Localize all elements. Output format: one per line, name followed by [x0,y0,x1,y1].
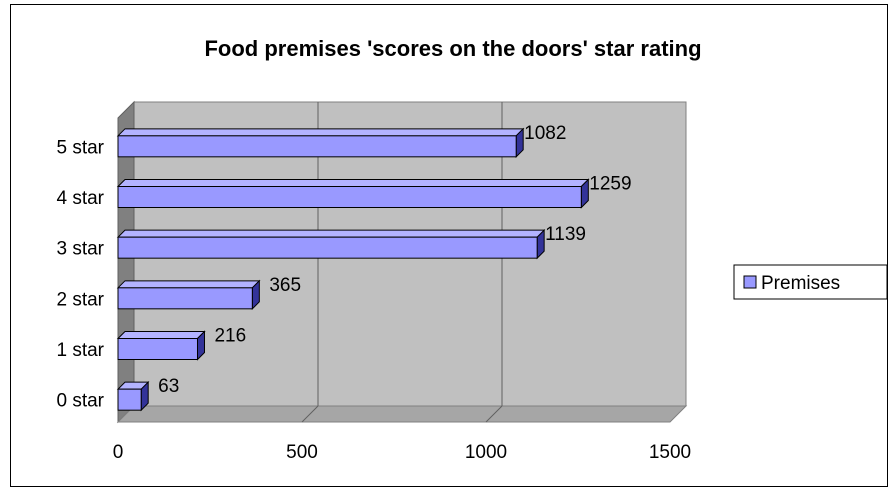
data-label: 1139 [545,224,586,245]
bars [116,127,590,412]
y-tick-label: 2 star [56,289,104,310]
bar [116,228,546,260]
bar [116,380,150,412]
gridline-floor [485,405,503,423]
x-tick-label: 1500 [649,442,691,463]
data-labels: 63 216 365 1139 1259 1082 [158,123,631,397]
legend: Premises [733,264,888,300]
legend-box [733,264,888,300]
bar-front-face [117,287,253,310]
y-axis-labels: 0 star 1 star 2 star 3 star 4 star 5 star [56,137,104,411]
bar-front-face [117,338,198,360]
bar [116,178,590,209]
y-tick-label: 1 star [56,340,104,361]
data-label: 216 [214,326,246,347]
gridline-floor [301,405,319,423]
y-tick-label: 0 star [56,391,104,412]
x-tick-label: 0 [113,442,124,463]
chart-title: Food premises 'scores on the doors' star… [204,36,701,61]
x-axis-labels: 0 500 1000 1500 [113,442,691,463]
data-label: 63 [158,376,179,397]
bar [116,127,525,159]
bar-front-face [117,388,142,411]
data-label: 365 [269,275,301,296]
bar-top-face [116,179,590,187]
bar-top-face [116,331,206,339]
bar-top-face [116,128,525,137]
x-tick-label: 500 [286,442,318,463]
y-tick-label: 5 star [56,137,104,158]
bar-front-face [117,236,538,259]
y-tick-label: 4 star [56,188,104,209]
bar-top-face [116,229,546,238]
plot-floor [116,405,688,423]
bar-front-face [117,135,517,158]
bar [116,330,206,361]
bar-top-face [116,280,261,289]
bar [116,279,261,311]
legend-swatch [743,275,757,289]
bar-front-face [117,186,582,208]
data-label: 1259 [589,174,631,195]
data-label: 1082 [524,123,566,144]
legend-label: Premises [761,273,840,294]
y-tick-label: 3 star [56,239,104,260]
x-tick-label: 1000 [465,442,507,463]
